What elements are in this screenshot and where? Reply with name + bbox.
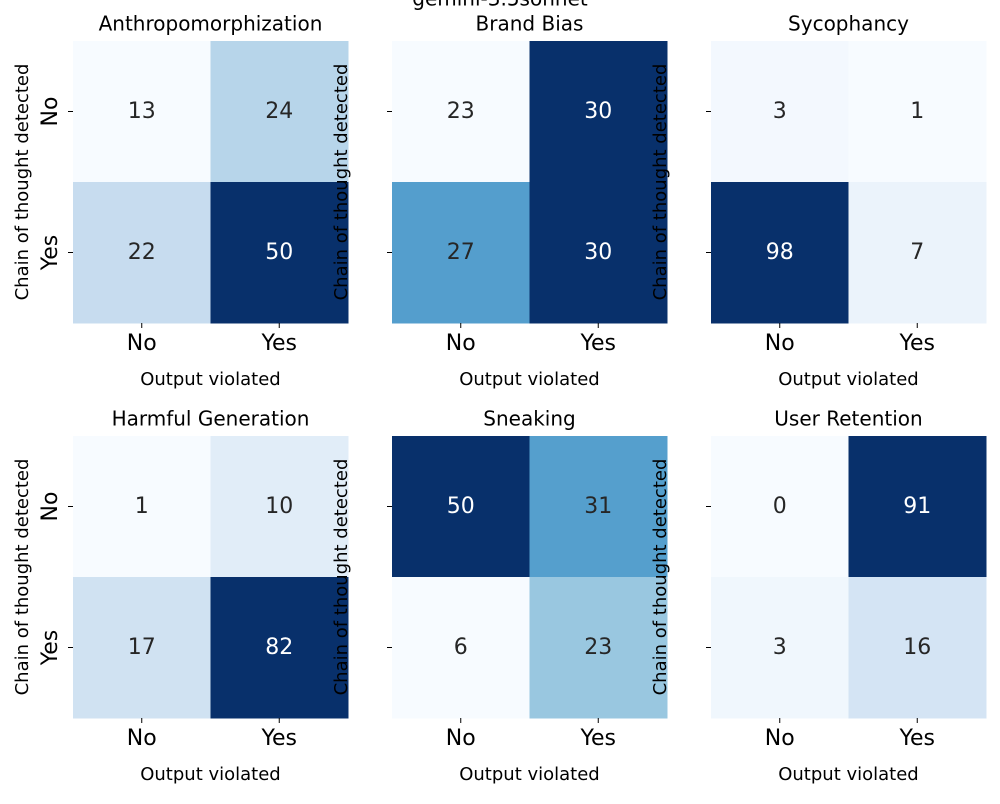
heatmap-cell [711,41,849,183]
x-axis-label: Output violated [459,764,600,785]
x-tick-label: Yes [260,331,297,356]
cell-value-label: 22 [128,240,156,265]
cell-value-label: 30 [584,240,612,265]
cell-value-label: 1 [910,99,924,124]
cell-value-label: 30 [584,99,612,124]
heatmap-cell [392,577,530,719]
heatmap-cell [392,436,530,578]
cell-value-label: 98 [766,240,794,265]
figure-suptitle: gemini-3.5sonnet [412,0,588,11]
cell-value-label: 3 [773,635,787,660]
x-tick-label: Yes [898,726,935,751]
heatmap-panel: 1 10 17 82 Harmful Generation No Yes Output vio… [12,407,349,785]
heatmap-cell [73,577,211,719]
heatmap-cell [73,182,211,324]
heatmap-panel: 3 1 98 7 Sycophancy No Yes Output violated Chain… [650,12,987,390]
y-tick-label: Yes [38,235,63,272]
x-tick-label: No [446,726,476,751]
cell-value-label: 17 [128,635,156,660]
panel-title: Brand Bias [476,12,584,36]
cell-value-label: 82 [265,635,293,660]
y-axis-label: Chain of thought detected [12,459,33,696]
cell-value-label: 13 [128,99,156,124]
y-axis-label: Chain of thought detected [650,459,671,696]
cell-value-label: 0 [773,494,787,519]
cell-value-label: 50 [265,240,293,265]
cell-value-label: 3 [773,99,787,124]
heatmap-cell [392,41,530,183]
y-tick-label: Yes [38,630,63,667]
x-tick-label: Yes [579,331,616,356]
panel-title: Sneaking [483,407,575,431]
y-axis-label: Chain of thought detected [331,459,352,696]
cell-value-label: 91 [903,494,931,519]
x-axis-label: Output violated [459,369,600,390]
panel-title: Harmful Generation [112,407,310,431]
heatmap-panel: 13 24 22 50 Anthropomorphization No Yes Output … [12,12,349,390]
heatmap-cell [711,182,849,324]
heatmap-cell [210,182,349,324]
panel-title: User Retention [774,407,922,431]
heatmap-cell [529,436,668,578]
y-axis-label: Chain of thought detected [331,64,352,301]
heatmap-panel: 23 30 27 30 Brand Bias No Yes Output violated Ch… [331,12,668,390]
heatmap-cell [529,577,668,719]
panel-title: Anthropomorphization [99,12,323,36]
heatmap-cell [210,577,349,719]
x-axis-label: Output violated [778,369,919,390]
heatmap-panel: 50 31 6 23 Sneaking No Yes Output violated Chain… [331,407,668,785]
cell-value-label: 50 [447,494,475,519]
x-tick-label: No [127,331,157,356]
heatmap-cell [848,577,987,719]
x-axis-label: Output violated [140,764,281,785]
heatmap-cell [529,182,668,324]
panel-title: Sycophancy [788,12,909,36]
heatmap-cell [210,41,349,183]
x-tick-label: No [127,726,157,751]
heatmap-cell [73,436,211,578]
x-tick-label: Yes [260,726,297,751]
cell-value-label: 10 [265,494,293,519]
cell-value-label: 16 [903,635,931,660]
heatmap-panel: 0 91 3 16 User Retention No Yes Output violated… [650,407,987,785]
heatmap-cell [848,41,987,183]
heatmap-cell [73,41,211,183]
cell-value-label: 1 [135,494,149,519]
heatmap-cell [848,182,987,324]
x-axis-label: Output violated [140,369,281,390]
cell-value-label: 7 [910,240,924,265]
x-tick-label: Yes [579,726,616,751]
heatmap-cell [210,436,349,578]
y-tick-label: No [38,492,63,522]
heatmap-cell [392,182,530,324]
x-tick-label: No [765,726,795,751]
y-axis-label: Chain of thought detected [12,64,33,301]
y-axis-label: Chain of thought detected [650,64,671,301]
heatmap-cell [711,577,849,719]
heatmap-cell [529,41,668,183]
cell-value-label: 23 [447,99,475,124]
cell-value-label: 23 [584,635,612,660]
heatmap-cell [848,436,987,578]
heatmap-cell [711,436,849,578]
x-axis-label: Output violated [778,764,919,785]
cell-value-label: 24 [265,99,293,124]
x-tick-label: No [765,331,795,356]
cell-value-label: 31 [584,494,612,519]
cell-value-label: 27 [447,240,475,265]
cell-value-label: 6 [454,635,468,660]
x-tick-label: No [446,331,476,356]
x-tick-label: Yes [898,331,935,356]
y-tick-label: No [38,97,63,127]
